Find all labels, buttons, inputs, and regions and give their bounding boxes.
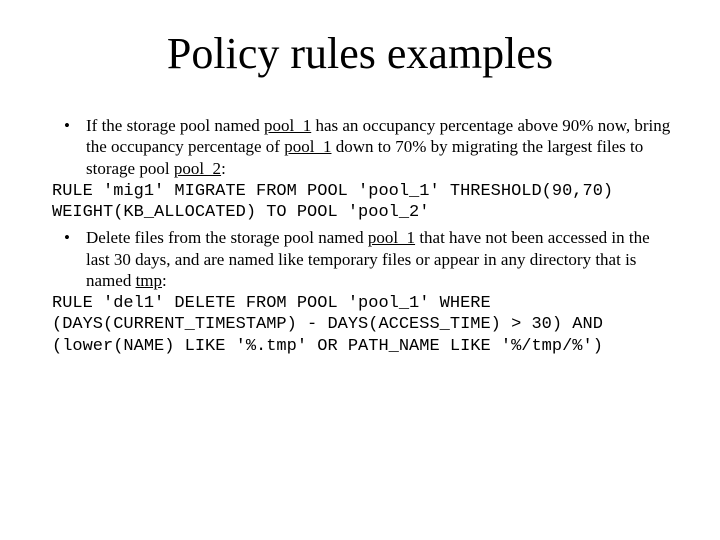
bullet-list: Delete files from the storage pool named… <box>48 227 672 291</box>
underline-text: pool_1 <box>284 137 331 156</box>
bullet-text-pre: If the storage pool named <box>86 116 264 135</box>
underline-text: pool_1 <box>264 116 311 135</box>
bullet-text-post: : <box>162 271 167 290</box>
bullet-text-pre: Delete files from the storage pool named <box>86 228 368 247</box>
page-title: Policy rules examples <box>167 29 553 78</box>
bullet-list: If the storage pool named pool_1 has an … <box>48 115 672 179</box>
code-rule: RULE 'del1' DELETE FROM POOL 'pool_1' WH… <box>48 293 672 357</box>
bullet-item: Delete files from the storage pool named… <box>64 227 672 291</box>
title-block: Policy rules examples <box>48 28 672 79</box>
underline-text: pool_2 <box>174 159 221 178</box>
underline-text: pool_1 <box>368 228 415 247</box>
bullet-item: If the storage pool named pool_1 has an … <box>64 115 672 179</box>
slide: Policy rules examples If the storage poo… <box>0 0 720 540</box>
code-rule: RULE 'mig1' MIGRATE FROM POOL 'pool_1' T… <box>48 181 672 224</box>
content: If the storage pool named pool_1 has an … <box>48 115 672 357</box>
bullet-text-post: : <box>221 159 226 178</box>
underline-text: tmp <box>136 271 162 290</box>
